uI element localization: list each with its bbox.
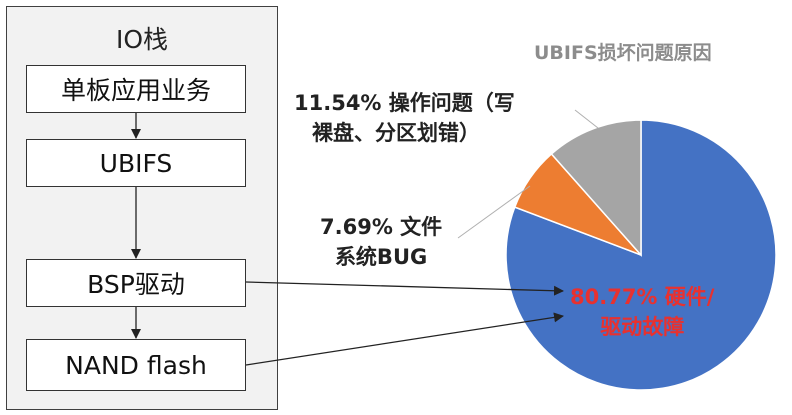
layer-nand-flash: NAND flash [26, 339, 246, 391]
layer-ubifs: UBIFS [26, 139, 246, 187]
slice-label-fs-bug-line1: 7.69% 文件 [320, 215, 443, 239]
pie-chart [505, 119, 777, 391]
slice-label-operation-line1: 11.54% 操作问题（写 [294, 91, 515, 115]
slice-label-fs-bug: 7.69% 文件 系统BUG [320, 212, 442, 272]
leader-line-grey [574, 109, 599, 129]
io-stack-title: IO栈 [115, 25, 169, 54]
pie-title: UBIFS损坏问题原因 [534, 42, 712, 64]
arrow-bsp-to-pie [245, 281, 564, 296]
slice-label-hardware: 80.77% 硬件/ 驱动故障 [570, 282, 714, 342]
slice-label-hardware-line1: 80.77% 硬件/ [570, 285, 715, 309]
slice-label-operation-line2: 裸盘、分区划错） [312, 121, 480, 145]
slice-label-operation: 11.54% 操作问题（写 裸盘、分区划错） [294, 88, 515, 148]
layer-app-business: 单板应用业务 [26, 65, 246, 113]
layer-bsp-driver: BSP驱动 [26, 259, 246, 307]
slice-label-fs-bug-line2: 系统BUG [334, 245, 428, 269]
arrow-nand-to-pie [245, 312, 564, 366]
slice-label-hardware-line2: 驱动故障 [600, 315, 685, 339]
pie-slice-operation [550, 119, 642, 257]
leader-line-orange [457, 185, 531, 239]
